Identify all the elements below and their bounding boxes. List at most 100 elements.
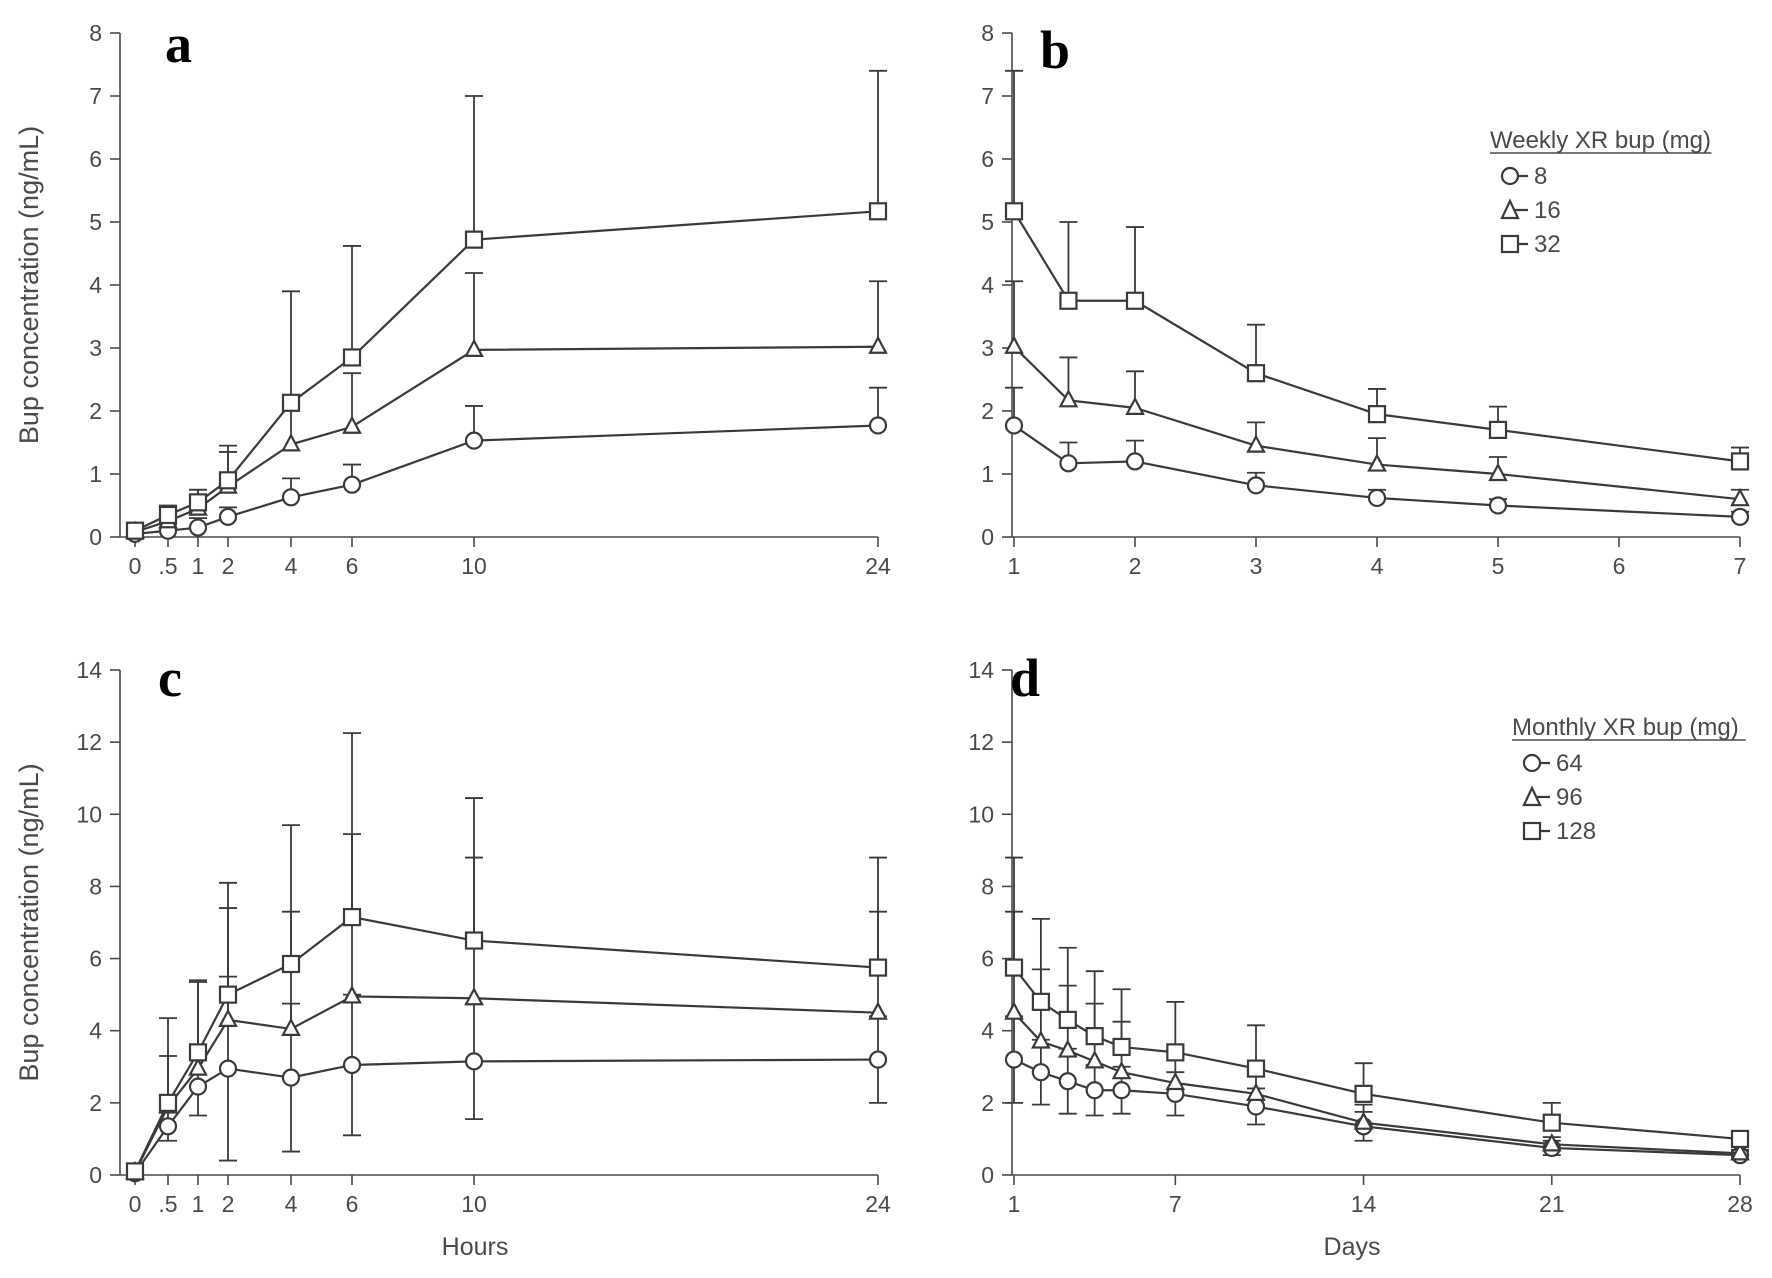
x-tick-label: .5 bbox=[158, 1191, 177, 1217]
x-tick-label: 3 bbox=[1250, 553, 1263, 579]
data-point bbox=[281, 954, 301, 974]
y-tick-label: 6 bbox=[981, 146, 994, 172]
y-tick-label: 6 bbox=[981, 946, 994, 972]
data-point bbox=[158, 1093, 178, 1112]
y-tick-label: 2 bbox=[89, 1090, 102, 1116]
y-axis-label: Bup concentration (ng/mL) bbox=[14, 126, 44, 444]
data-point bbox=[1125, 396, 1145, 415]
y-tick-label: 6 bbox=[89, 946, 102, 972]
y-tick-label: 1 bbox=[981, 461, 994, 487]
y-tick-label: 3 bbox=[981, 335, 994, 361]
x-tick-label: 1 bbox=[192, 1191, 205, 1217]
y-tick-label: 2 bbox=[89, 398, 102, 424]
x-tick-label: 21 bbox=[1539, 1191, 1565, 1217]
x-tick-label: 28 bbox=[1727, 1191, 1753, 1217]
x-tick-label: 6 bbox=[1613, 553, 1626, 579]
data-point bbox=[1730, 1129, 1750, 1149]
x-tick-label: 4 bbox=[285, 1191, 298, 1217]
data-point bbox=[281, 433, 301, 452]
data-point bbox=[342, 985, 362, 1004]
data-point bbox=[464, 431, 484, 450]
legend-marker bbox=[1500, 234, 1520, 254]
series-triangle bbox=[1004, 280, 1750, 507]
data-point bbox=[1058, 1010, 1077, 1029]
data-point bbox=[868, 335, 888, 354]
series-circle bbox=[125, 975, 888, 1183]
data-point bbox=[464, 230, 484, 249]
data-point bbox=[1057, 1039, 1078, 1058]
data-point bbox=[1488, 462, 1508, 482]
y-tick-label: 6 bbox=[89, 146, 102, 172]
x-tick-label: 4 bbox=[1371, 553, 1384, 579]
data-point bbox=[218, 1059, 238, 1078]
panel-letter: d bbox=[1010, 648, 1040, 708]
data-point bbox=[281, 1017, 301, 1037]
legend-marker bbox=[1522, 785, 1542, 807]
data-point bbox=[1058, 388, 1079, 408]
y-tick-label: 7 bbox=[89, 83, 102, 109]
x-tick-label: 1 bbox=[1008, 1191, 1021, 1217]
y-tick-label: 14 bbox=[76, 657, 102, 683]
y-axis-label: Bup concentration (ng/mL) bbox=[14, 763, 44, 1081]
legend-title: Weekly XR bup (mg) bbox=[1490, 127, 1711, 154]
data-point bbox=[158, 505, 178, 525]
data-point bbox=[1730, 507, 1750, 526]
x-tick-label: 24 bbox=[865, 1191, 891, 1217]
data-point bbox=[1730, 487, 1750, 507]
y-tick-label: 12 bbox=[76, 729, 102, 755]
data-point bbox=[342, 415, 362, 434]
legend-entry-label: 96 bbox=[1556, 784, 1583, 811]
series-line bbox=[1013, 1011, 1741, 1155]
series-square bbox=[125, 69, 888, 540]
y-tick-label: 8 bbox=[981, 20, 994, 46]
data-point bbox=[188, 1043, 208, 1062]
series-circle bbox=[1004, 386, 1750, 526]
data-point bbox=[218, 471, 238, 490]
y-tick-label: 4 bbox=[89, 272, 102, 298]
data-point bbox=[1031, 992, 1050, 1011]
legend-entry-label: 16 bbox=[1534, 197, 1561, 224]
data-point bbox=[1730, 452, 1750, 471]
data-point bbox=[1730, 1142, 1750, 1161]
data-point bbox=[1112, 1081, 1131, 1100]
data-point bbox=[1125, 452, 1145, 471]
data-point bbox=[868, 958, 888, 977]
data-point bbox=[188, 1077, 208, 1096]
data-point bbox=[188, 493, 208, 512]
y-tick-label: 0 bbox=[89, 524, 102, 550]
y-tick-label: 8 bbox=[981, 873, 994, 899]
x-tick-label: 2 bbox=[222, 553, 235, 579]
series-circle bbox=[1004, 1015, 1750, 1165]
data-point bbox=[342, 475, 362, 494]
data-point bbox=[1246, 364, 1266, 383]
data-point bbox=[218, 507, 238, 526]
data-point bbox=[1367, 453, 1387, 472]
x-tick-label: .5 bbox=[158, 553, 177, 579]
data-point bbox=[1542, 1113, 1561, 1132]
y-tick-label: 8 bbox=[89, 20, 102, 46]
data-point bbox=[1488, 496, 1508, 515]
legend-marker bbox=[1500, 166, 1520, 186]
data-point bbox=[1111, 1060, 1132, 1080]
data-point bbox=[281, 393, 301, 412]
x-tick-label: 14 bbox=[1351, 1191, 1377, 1217]
x-tick-label: 5 bbox=[1492, 553, 1505, 579]
series-square bbox=[125, 732, 888, 1181]
x-tick-label: 10 bbox=[461, 553, 487, 579]
legend-entry-label: 128 bbox=[1556, 818, 1596, 845]
y-tick-label: 0 bbox=[981, 1162, 994, 1188]
x-tick-label: 6 bbox=[346, 1191, 359, 1217]
data-point bbox=[342, 1055, 362, 1075]
data-point bbox=[125, 521, 145, 540]
data-point bbox=[1004, 1050, 1024, 1069]
data-point bbox=[281, 1068, 301, 1087]
data-point bbox=[1541, 1133, 1562, 1152]
x-axis-label: Hours bbox=[442, 1233, 509, 1261]
data-point bbox=[868, 202, 888, 221]
data-point bbox=[1059, 291, 1078, 310]
panel-letter: a bbox=[165, 14, 192, 74]
x-tick-label: 4 bbox=[285, 553, 298, 579]
